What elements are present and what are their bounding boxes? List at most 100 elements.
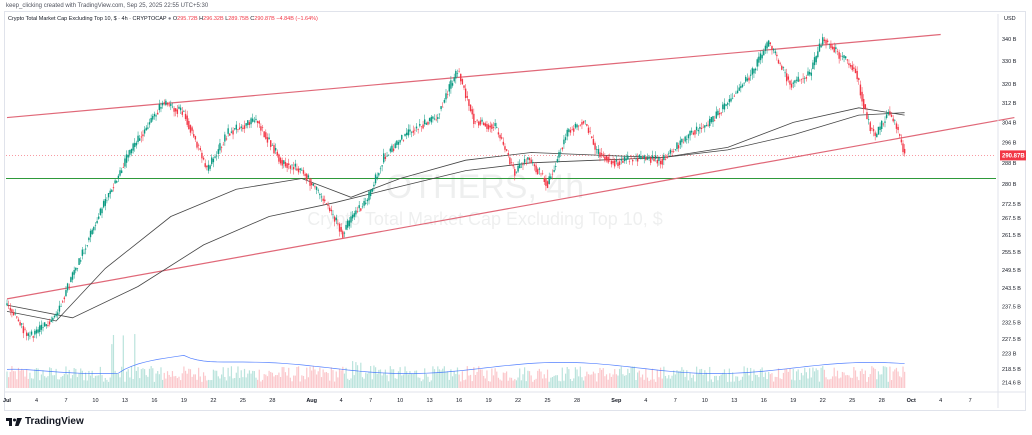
- candle-body: [399, 139, 401, 143]
- volume-bar: [32, 378, 34, 388]
- candle-body: [42, 327, 44, 328]
- candle-body: [630, 158, 632, 159]
- legend-open-label: O: [172, 16, 178, 22]
- candle-body: [841, 55, 844, 57]
- volume-bar: [717, 380, 719, 388]
- candle-body: [225, 138, 228, 140]
- volume-bar: [279, 376, 282, 388]
- volume-bar: [461, 371, 463, 388]
- volume-bar: [143, 369, 146, 388]
- volume-bar: [355, 362, 357, 388]
- volume-bar: [769, 374, 771, 388]
- candle-body: [170, 103, 172, 106]
- volume-bar: [676, 370, 678, 388]
- volume-bar: [661, 378, 663, 388]
- volume-bar: [245, 377, 247, 388]
- candle-body: [16, 316, 18, 318]
- volume-bar: [864, 370, 866, 388]
- volume-bar: [150, 366, 152, 388]
- candle-body: [175, 108, 177, 112]
- candle-body: [464, 88, 467, 99]
- volume-bar: [863, 374, 865, 388]
- volume-bar: [510, 377, 513, 388]
- candle-body: [481, 119, 483, 122]
- currency-label: USD: [1004, 16, 1016, 22]
- volume-bar: [322, 369, 324, 388]
- candle-body: [566, 129, 568, 137]
- candle-body: [220, 147, 223, 148]
- volume-bar: [582, 380, 585, 388]
- candle-body: [324, 199, 326, 202]
- volume-bar: [605, 374, 608, 388]
- legend-change: −4.84B (−1.64%): [276, 16, 318, 22]
- volume-bar: [581, 377, 583, 388]
- volume-bar: [202, 372, 205, 388]
- volume-bar: [153, 381, 156, 388]
- candle-body: [563, 139, 565, 145]
- volume-bar: [35, 368, 38, 388]
- volume-bar: [781, 379, 783, 388]
- volume-bar: [573, 378, 575, 388]
- time-axis-tick: 16: [761, 398, 767, 404]
- candle-body: [25, 332, 28, 336]
- volume-bar: [840, 377, 842, 388]
- last-price-label: 290.87B: [1002, 154, 1025, 160]
- volume-bar: [16, 379, 18, 388]
- candle-body: [442, 106, 444, 108]
- volume-bar: [483, 375, 485, 388]
- candle-body: [404, 133, 406, 136]
- candle-body: [30, 331, 33, 335]
- volume-bar: [225, 380, 228, 388]
- candle-body: [885, 114, 888, 118]
- candle-body: [29, 335, 31, 337]
- candle-body: [196, 141, 198, 148]
- volume-bar: [306, 367, 308, 388]
- time-axis-tick: 25: [240, 398, 246, 404]
- volume-bar: [682, 369, 685, 388]
- volume-bar: [281, 367, 283, 388]
- time-axis-tick: 10: [702, 398, 708, 404]
- candle-body: [569, 129, 572, 133]
- candle-body: [273, 145, 275, 154]
- candle-body: [633, 157, 636, 159]
- volume-bar: [591, 374, 593, 388]
- time-axis-tick: Aug: [306, 398, 317, 404]
- candle-body: [800, 79, 803, 80]
- volume-bar: [309, 366, 311, 388]
- volume-bar: [830, 378, 832, 388]
- candle-body: [286, 163, 288, 168]
- price-axis-tick: 232.5 B: [1002, 321, 1021, 327]
- candle-body: [252, 118, 254, 122]
- candle-body: [802, 78, 804, 79]
- candle-body: [897, 126, 899, 131]
- candle-body: [78, 258, 80, 265]
- price-axis-tick: 255.5 B: [1002, 250, 1021, 256]
- candle-body: [37, 329, 39, 333]
- candle-body: [171, 106, 174, 108]
- volume-bar: [779, 378, 781, 388]
- volume-bar: [65, 366, 67, 388]
- candle-body: [360, 208, 362, 211]
- volume-bar: [80, 368, 82, 388]
- candle-body: [707, 124, 709, 126]
- candle-body: [47, 324, 49, 327]
- candle-body: [756, 59, 758, 67]
- volume-bar: [76, 377, 79, 388]
- candle-body: [338, 223, 341, 232]
- volume-bar: [527, 370, 529, 388]
- candle-body: [530, 159, 532, 164]
- candle-body: [728, 99, 731, 103]
- candle-body: [232, 130, 234, 135]
- candle-body: [573, 128, 575, 132]
- candle-body: [384, 156, 387, 159]
- candle-body: [666, 156, 668, 158]
- candle-body: [858, 78, 860, 80]
- candle-body: [510, 162, 513, 163]
- volume-bar: [628, 373, 631, 388]
- volume-bar: [429, 381, 431, 388]
- candle-body: [496, 127, 498, 129]
- candle-body: [813, 57, 816, 66]
- price-axis-tick: 330 B: [1002, 59, 1017, 65]
- volume-bar: [334, 381, 336, 388]
